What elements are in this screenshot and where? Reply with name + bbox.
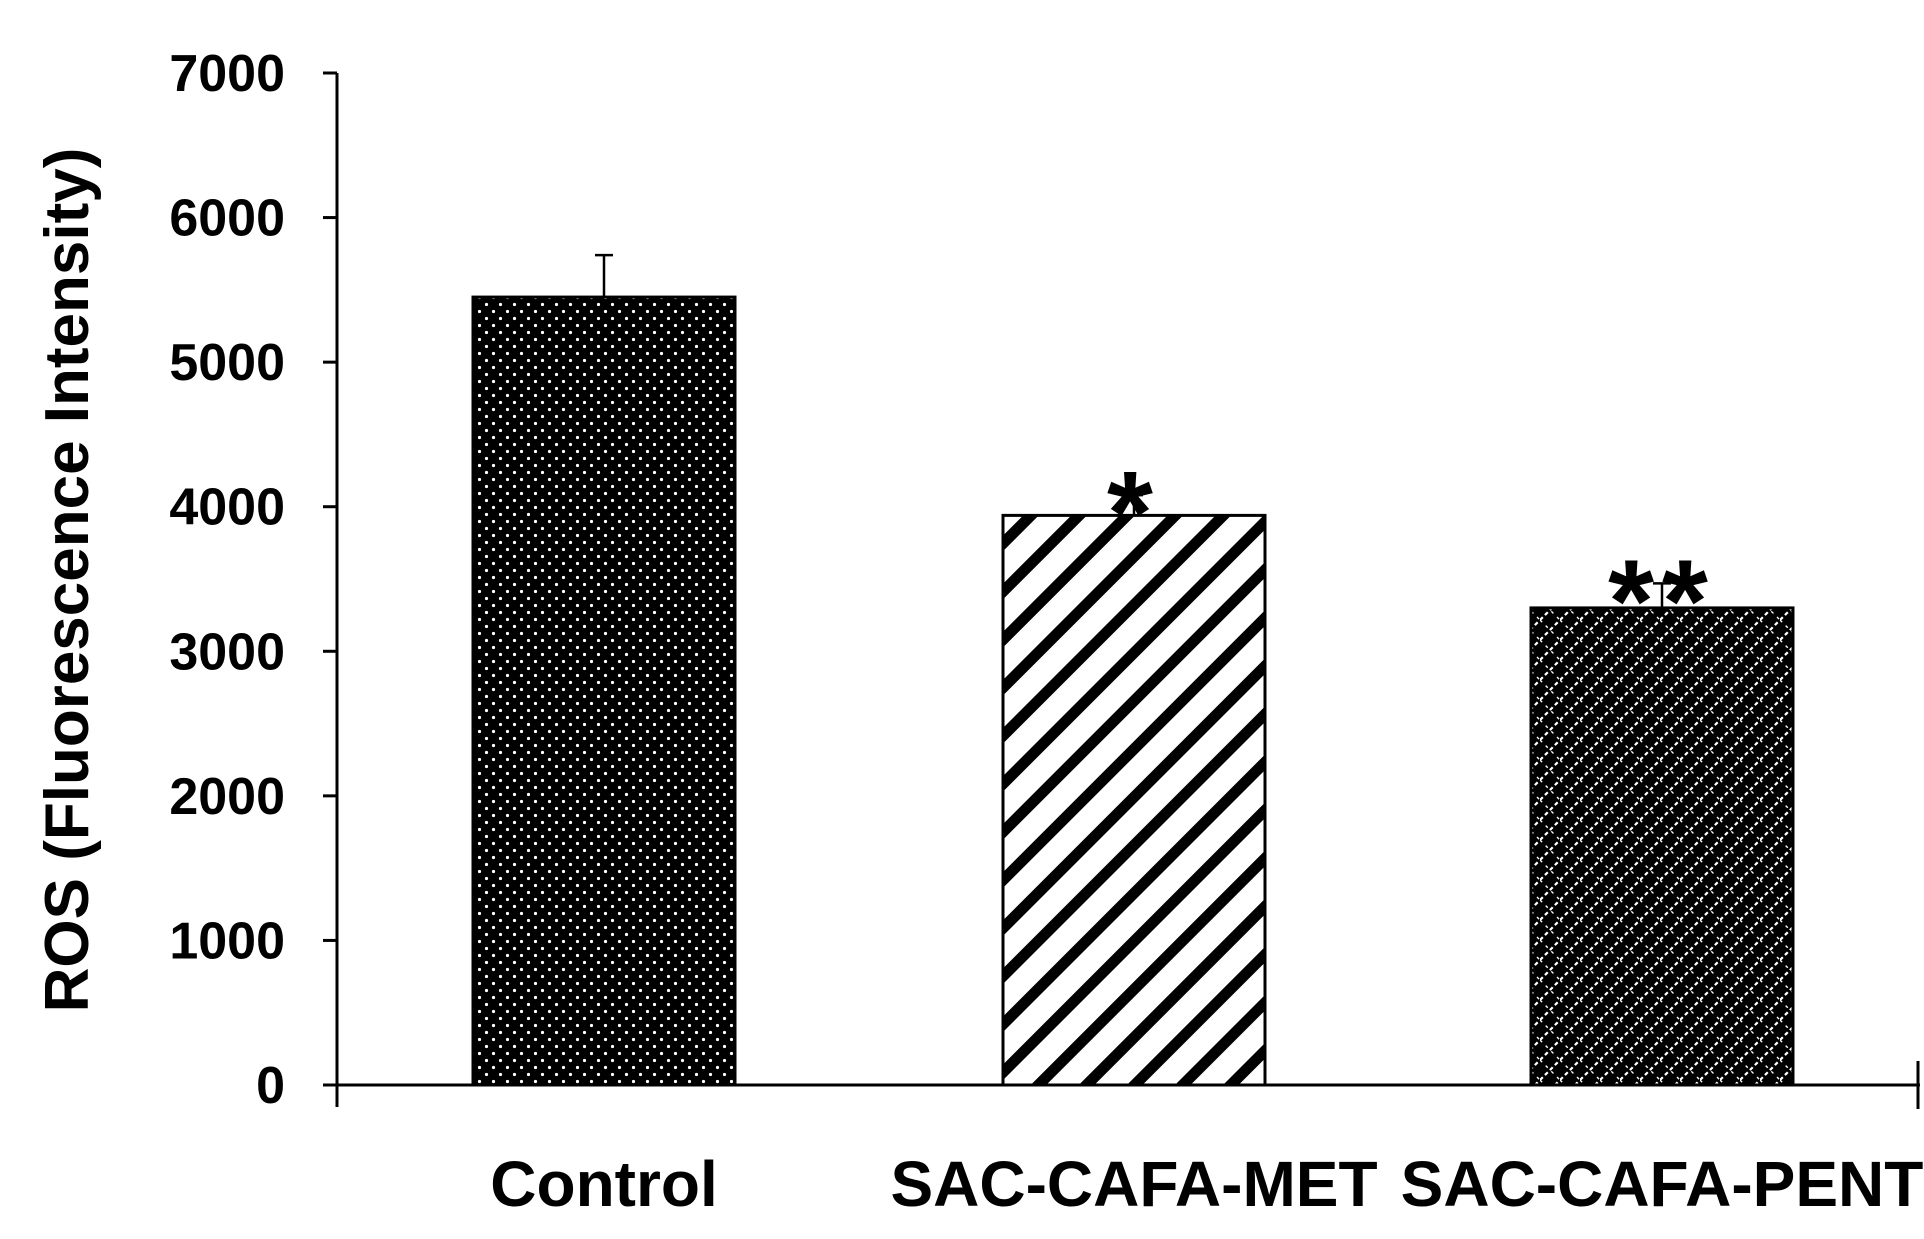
y-tick-label-7000: 7000 [169, 45, 285, 103]
y-tick-label-6000: 6000 [169, 190, 285, 248]
y-tick-label-2000: 2000 [169, 768, 285, 826]
bars [471, 295, 1795, 1087]
bar-sac-cafa-met [1001, 513, 1267, 1087]
category-label-control: Control [490, 1148, 718, 1220]
category-label-sac-cafa-pent: SAC-CAFA-PENT [1401, 1148, 1924, 1220]
y-tick-label-4000: 4000 [169, 479, 285, 537]
y-axis: 0 1000 2000 3000 4000 5000 6000 7000 [169, 45, 339, 1115]
y-tick-label-5000: 5000 [169, 334, 285, 392]
y-tick-label-3000: 3000 [169, 623, 285, 681]
error-bars [595, 253, 1671, 608]
y-tick-label-1000: 1000 [169, 912, 285, 970]
category-labels: Control SAC-CAFA-MET SAC-CAFA-PENT [490, 1148, 1923, 1220]
bar-control [471, 295, 737, 1087]
y-axis-title: ROS (Fluorescence Intensity) [33, 148, 102, 1013]
significance-markers: *** [1107, 447, 1716, 667]
significance-marker-sac-cafa-pent: ** [1608, 535, 1716, 667]
category-label-sac-cafa-met: SAC-CAFA-MET [890, 1148, 1377, 1220]
y-tick-label-0: 0 [256, 1057, 285, 1115]
significance-marker-sac-cafa-met: * [1107, 447, 1161, 579]
bar-sac-cafa-pent [1529, 606, 1795, 1087]
